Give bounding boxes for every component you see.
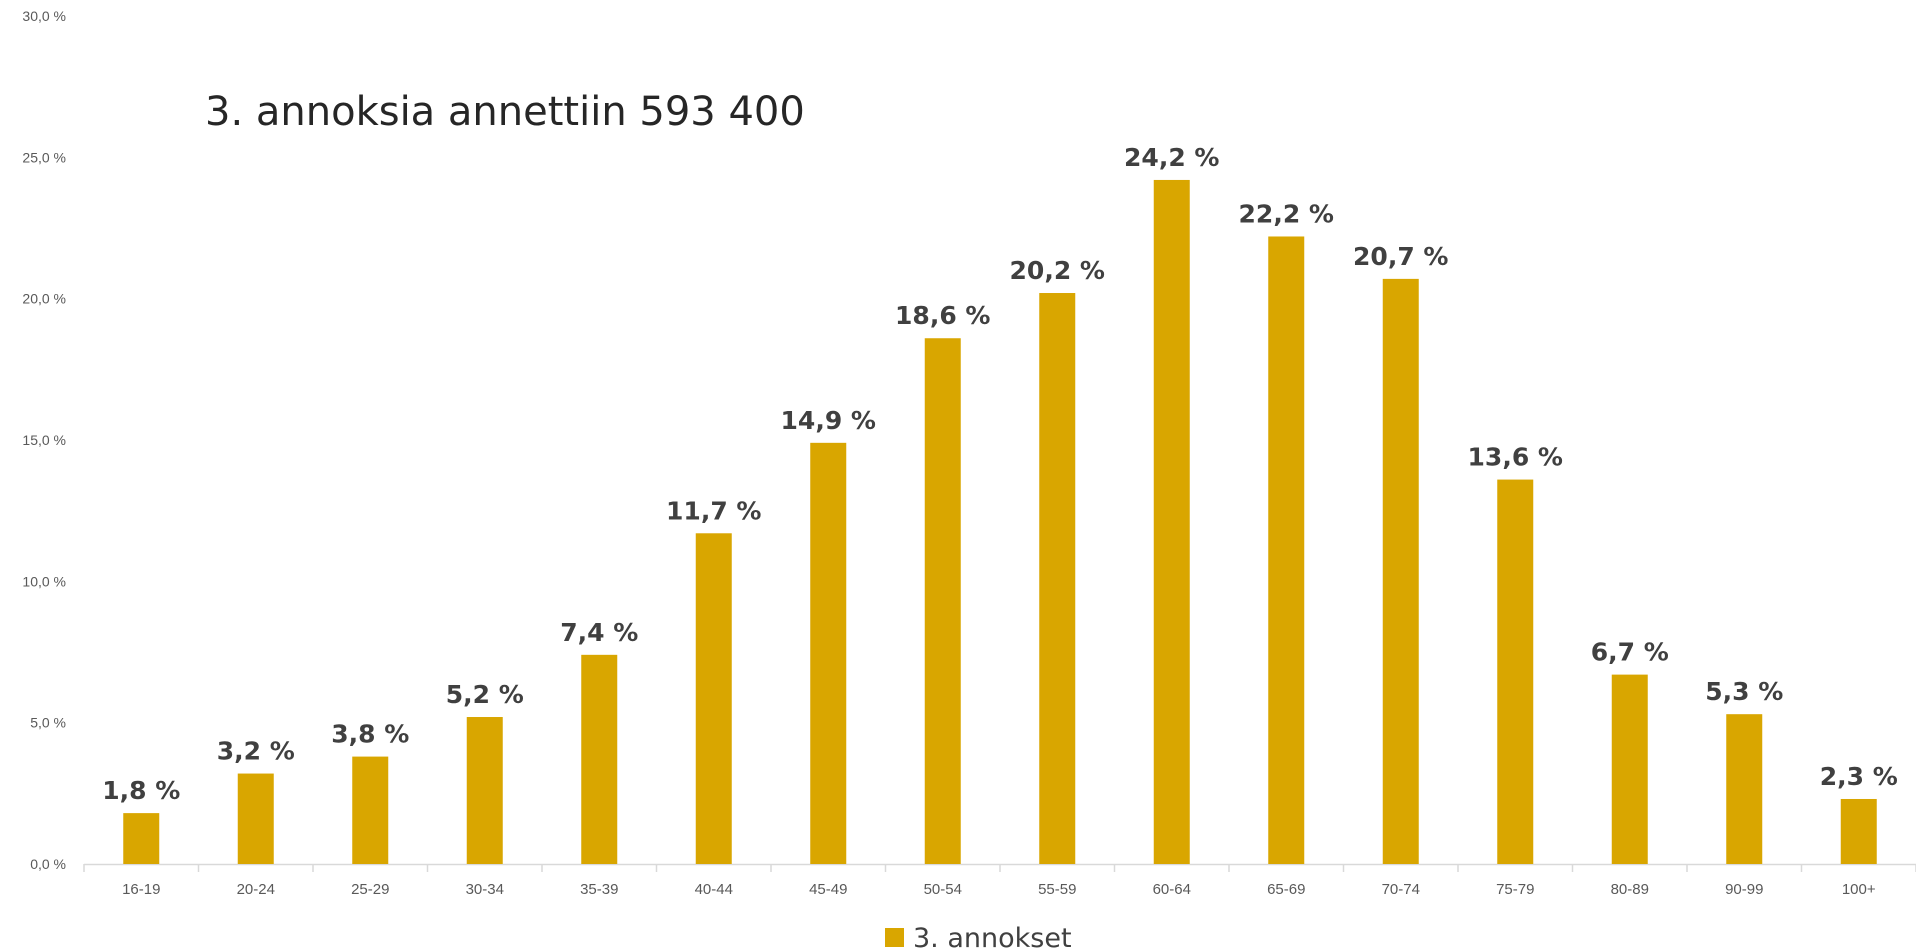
bar: [1268, 236, 1305, 865]
x-tick-label: 45-49: [809, 881, 847, 898]
bar: [123, 813, 160, 864]
x-axis-tick-labels: 16-19 20-24 25-29 30-34 35-39 40-44 45-49 50-54…: [122, 881, 1876, 898]
bar: [581, 654, 618, 864]
y-tick-label: 5,0 %: [30, 715, 66, 731]
bar: [352, 756, 389, 864]
bar: [1611, 674, 1648, 864]
data-label: 13,6 %: [1468, 443, 1563, 472]
x-tick-label: 70-74: [1382, 881, 1420, 898]
bar: [1382, 278, 1419, 864]
data-label: 20,2 %: [1010, 256, 1105, 285]
data-label: 5,2 %: [446, 680, 524, 709]
bar: [1153, 179, 1190, 865]
bar: [1497, 479, 1534, 864]
x-tick-label: 75-79: [1496, 881, 1534, 898]
x-tick-label: 90-99: [1725, 881, 1763, 898]
x-tick-label: 16-19: [122, 881, 160, 898]
legend: 3. annokset: [885, 923, 1072, 951]
bar: [810, 442, 847, 864]
bar: [1840, 798, 1877, 864]
data-label: 18,6 %: [895, 301, 990, 330]
data-label: 5,3 %: [1705, 677, 1783, 706]
y-tick-label: 10,0 %: [22, 573, 66, 589]
x-axis-ticks: [83, 864, 1916, 872]
x-tick-label: 25-29: [351, 881, 389, 898]
y-axis-tick-labels: 0,0 % 5,0 % 10,0 % 15,0 % 20,0 % 25,0 % 30,0 %: [22, 8, 66, 872]
legend-swatch: [885, 928, 904, 947]
y-tick-label: 15,0 %: [22, 432, 66, 448]
data-labels: 1,8 % 3,2 % 3,8 % 5,2 % 7,4 % 11,7 % 14,9 % 18,…: [102, 143, 1898, 805]
x-tick-label: 35-39: [580, 881, 618, 898]
legend-label: 3. annokset: [913, 923, 1072, 951]
bar: [237, 773, 274, 864]
x-tick-label: 40-44: [695, 881, 733, 898]
data-label: 22,2 %: [1239, 199, 1334, 228]
data-label: 20,7 %: [1353, 242, 1448, 271]
y-tick-label: 30,0 %: [22, 8, 66, 24]
x-tick-label: 30-34: [466, 881, 504, 898]
x-tick-label: 65-69: [1267, 881, 1305, 898]
data-label: 2,3 %: [1820, 762, 1898, 791]
bar: [1039, 293, 1076, 865]
x-tick-label: 55-59: [1038, 881, 1076, 898]
y-tick-label: 20,0 %: [22, 291, 66, 307]
bar: [1726, 714, 1763, 864]
bar: [924, 338, 961, 864]
x-tick-label: 50-54: [924, 881, 962, 898]
data-label: 11,7 %: [666, 496, 761, 525]
bar-series: [123, 179, 1877, 865]
y-tick-label: 0,0 %: [30, 856, 66, 872]
x-tick-label: 20-24: [237, 881, 275, 898]
bar: [466, 717, 503, 864]
data-label: 24,2 %: [1124, 143, 1219, 172]
data-label: 14,9 %: [781, 406, 876, 435]
chart-title: 3. annoksia annettiin 593 400: [205, 89, 805, 135]
data-label: 3,8 %: [331, 720, 409, 749]
bar: [695, 533, 732, 864]
y-tick-label: 25,0 %: [22, 149, 66, 165]
data-label: 1,8 %: [102, 776, 180, 805]
data-label: 6,7 %: [1591, 638, 1669, 667]
x-tick-label: 100+: [1842, 881, 1876, 898]
data-label: 3,2 %: [217, 737, 295, 766]
x-tick-label: 80-89: [1611, 881, 1649, 898]
data-label: 7,4 %: [560, 618, 638, 647]
x-tick-label: 60-64: [1153, 881, 1191, 898]
